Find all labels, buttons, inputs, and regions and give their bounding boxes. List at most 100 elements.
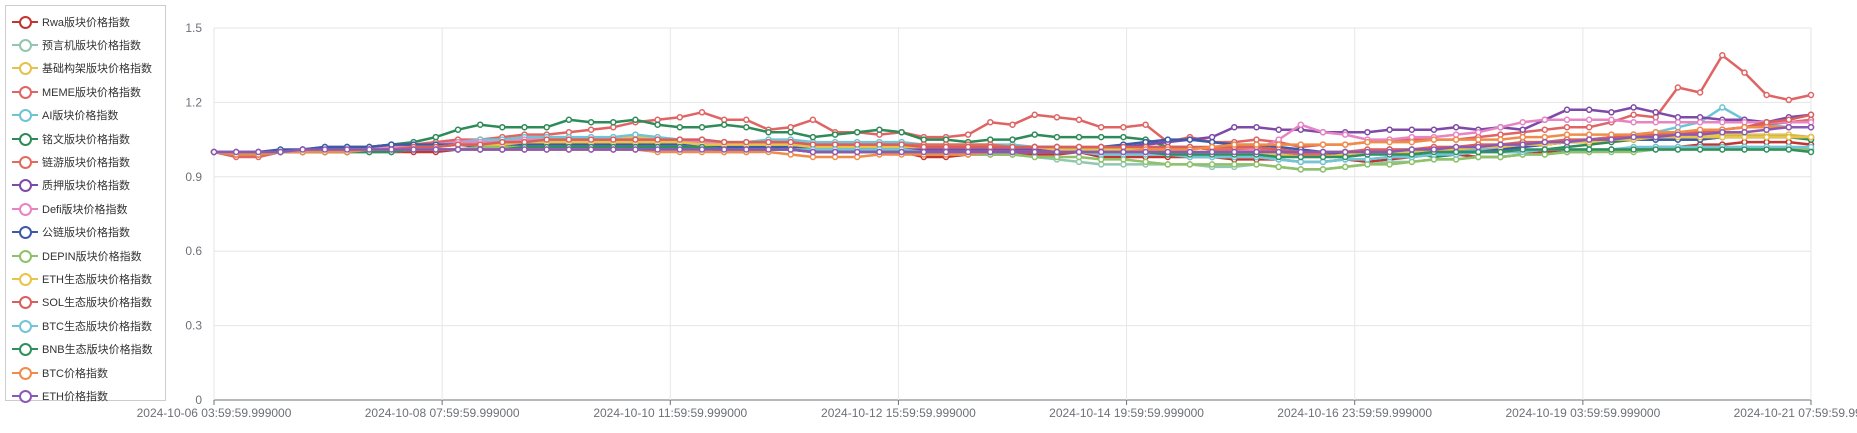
data-point[interactable] <box>610 146 617 153</box>
data-point[interactable] <box>454 126 462 133</box>
data-point[interactable] <box>410 146 417 153</box>
data-point[interactable] <box>1785 133 1793 141</box>
data-point[interactable] <box>1541 146 1549 153</box>
data-point[interactable] <box>1807 148 1815 156</box>
data-point[interactable] <box>1319 141 1327 148</box>
data-point[interactable] <box>1231 141 1238 148</box>
data-point[interactable] <box>499 123 506 131</box>
data-point[interactable] <box>1253 123 1260 131</box>
data-point[interactable] <box>1386 138 1393 146</box>
legend-item[interactable]: DEPIN版块价格指数 <box>12 244 165 267</box>
data-point[interactable] <box>1696 89 1704 96</box>
data-point[interactable] <box>942 148 950 156</box>
data-point[interactable] <box>809 133 817 141</box>
data-point[interactable] <box>1364 148 1371 156</box>
data-point[interactable] <box>1231 161 1238 168</box>
data-point[interactable] <box>1430 146 1438 153</box>
data-point[interactable] <box>1585 123 1593 131</box>
data-point[interactable] <box>1408 138 1416 146</box>
data-point[interactable] <box>765 146 772 153</box>
data-point[interactable] <box>1120 123 1127 131</box>
data-point[interactable] <box>676 114 684 121</box>
data-point[interactable] <box>1097 133 1105 141</box>
data-point[interactable] <box>1430 126 1438 133</box>
data-point[interactable] <box>1053 148 1061 156</box>
data-point[interactable] <box>787 138 794 146</box>
data-point[interactable] <box>743 123 750 131</box>
data-point[interactable] <box>210 148 218 156</box>
data-point[interactable] <box>1563 123 1571 131</box>
legend-item[interactable]: BNB生态版块价格指数 <box>12 337 165 360</box>
data-point[interactable] <box>720 146 728 153</box>
data-point[interactable] <box>432 146 440 153</box>
data-point[interactable] <box>1364 138 1371 146</box>
data-point[interactable] <box>1785 96 1793 104</box>
legend-item[interactable]: BTC生态版块价格指数 <box>12 314 165 337</box>
data-point[interactable] <box>1186 136 1194 143</box>
data-point[interactable] <box>1452 123 1460 131</box>
data-point[interactable] <box>987 148 994 156</box>
legend-item[interactable]: SOL生态版块价格指数 <box>12 291 165 314</box>
data-point[interactable] <box>1785 146 1793 153</box>
data-point[interactable] <box>1630 111 1637 119</box>
data-point[interactable] <box>1031 131 1038 138</box>
data-point[interactable] <box>1075 116 1083 124</box>
data-point[interactable] <box>743 138 750 146</box>
data-point[interactable] <box>831 131 839 138</box>
data-point[interactable] <box>1541 116 1549 124</box>
data-point[interactable] <box>698 146 706 153</box>
data-point[interactable] <box>1763 133 1770 141</box>
legend-item[interactable]: BTC价格指数 <box>12 361 165 384</box>
data-point[interactable] <box>1807 111 1815 119</box>
data-point[interactable] <box>1164 148 1172 156</box>
data-point[interactable] <box>476 146 484 153</box>
data-point[interactable] <box>1142 121 1149 128</box>
data-point[interactable] <box>1585 106 1593 114</box>
data-point[interactable] <box>1608 136 1615 143</box>
data-point[interactable] <box>1253 148 1260 156</box>
data-point[interactable] <box>1608 109 1615 116</box>
data-point[interactable] <box>1208 161 1216 168</box>
data-point[interactable] <box>1519 133 1526 141</box>
data-point[interactable] <box>1275 141 1282 148</box>
data-point[interactable] <box>676 146 684 153</box>
data-point[interactable] <box>1719 146 1726 153</box>
data-point[interactable] <box>1652 118 1659 126</box>
data-point[interactable] <box>1297 166 1305 173</box>
data-point[interactable] <box>1563 138 1571 146</box>
legend-item[interactable]: ETH价格指数 <box>12 384 165 407</box>
data-point[interactable] <box>676 136 684 143</box>
data-point[interactable] <box>1275 163 1282 171</box>
data-point[interactable] <box>1741 146 1748 153</box>
data-point[interactable] <box>321 146 329 153</box>
data-point[interactable] <box>1608 146 1615 153</box>
data-point[interactable] <box>1475 136 1482 143</box>
legend-item[interactable]: 公链版块价格指数 <box>12 221 165 244</box>
legend-item[interactable]: Defi版块价格指数 <box>12 197 165 220</box>
data-point[interactable] <box>1319 148 1327 156</box>
data-point[interactable] <box>1164 161 1172 168</box>
data-point[interactable] <box>632 116 639 124</box>
data-point[interactable] <box>1408 126 1416 133</box>
data-point[interactable] <box>853 148 861 156</box>
data-point[interactable] <box>1142 148 1149 156</box>
data-point[interactable] <box>787 146 794 153</box>
data-point[interactable] <box>831 148 839 156</box>
data-point[interactable] <box>1497 123 1504 131</box>
data-point[interactable] <box>654 121 661 128</box>
data-point[interactable] <box>1075 148 1083 156</box>
data-point[interactable] <box>1142 158 1149 166</box>
data-point[interactable] <box>632 146 639 153</box>
data-point[interactable] <box>1164 136 1172 143</box>
data-point[interactable] <box>587 136 595 143</box>
data-point[interactable] <box>1297 141 1305 148</box>
data-point[interactable] <box>1341 131 1349 138</box>
data-point[interactable] <box>1763 146 1770 153</box>
data-point[interactable] <box>1807 123 1815 131</box>
data-point[interactable] <box>299 146 306 153</box>
data-point[interactable] <box>1696 118 1704 126</box>
legend-item[interactable]: 铭文版块价格指数 <box>12 127 165 150</box>
data-point[interactable] <box>1630 133 1637 141</box>
data-point[interactable] <box>1497 148 1504 156</box>
data-point[interactable] <box>698 123 706 131</box>
